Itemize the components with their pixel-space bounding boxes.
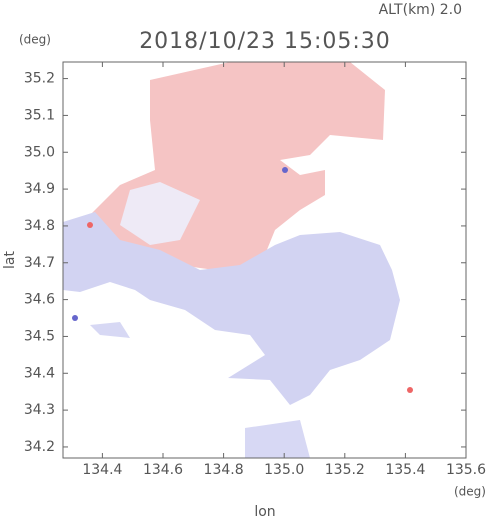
x-tick-label: 135.0: [264, 462, 304, 478]
x-unit: (deg): [454, 485, 486, 499]
altitude-label: ALT(km) 2.0: [379, 2, 462, 18]
y-tick-label: 34.2: [24, 439, 55, 455]
negative-region: [245, 420, 310, 458]
x-tick-label: 134.8: [204, 462, 244, 478]
negative-region: [90, 322, 130, 338]
echo-field: [63, 62, 413, 458]
y-unit: (deg): [19, 33, 51, 47]
y-tick-label: 35.2: [24, 71, 55, 87]
echo-spot: [72, 315, 78, 321]
y-axis-label: lat: [2, 251, 18, 269]
y-tick-label: 34.9: [24, 181, 55, 197]
y-tick-label: 35.1: [24, 107, 55, 123]
y-tick-label: 34.3: [24, 402, 55, 418]
x-tick-label: 134.4: [82, 462, 122, 478]
x-tick-label: 135.2: [325, 462, 365, 478]
echo-spot: [407, 387, 413, 393]
plot-frame: [62, 61, 467, 459]
echo-spot: [87, 222, 93, 228]
y-tick-label: 34.8: [24, 218, 55, 234]
x-tick-label: 135.4: [385, 462, 425, 478]
x-tick-label: 135.6: [446, 462, 486, 478]
y-tick-label: 34.6: [24, 292, 55, 308]
x-axis-label: lon: [254, 504, 275, 520]
y-tick-label: 34.5: [24, 328, 55, 344]
y-tick-label: 35.0: [24, 144, 55, 160]
weak-region: [120, 182, 200, 245]
x-tick-label: 134.6: [143, 462, 183, 478]
y-tick-label: 34.7: [24, 255, 55, 271]
negative-region: [63, 212, 400, 405]
chart-title: 2018/10/23 15:05:30: [139, 29, 391, 54]
y-tick-label: 34.4: [24, 365, 55, 381]
echo-spot: [282, 167, 288, 173]
